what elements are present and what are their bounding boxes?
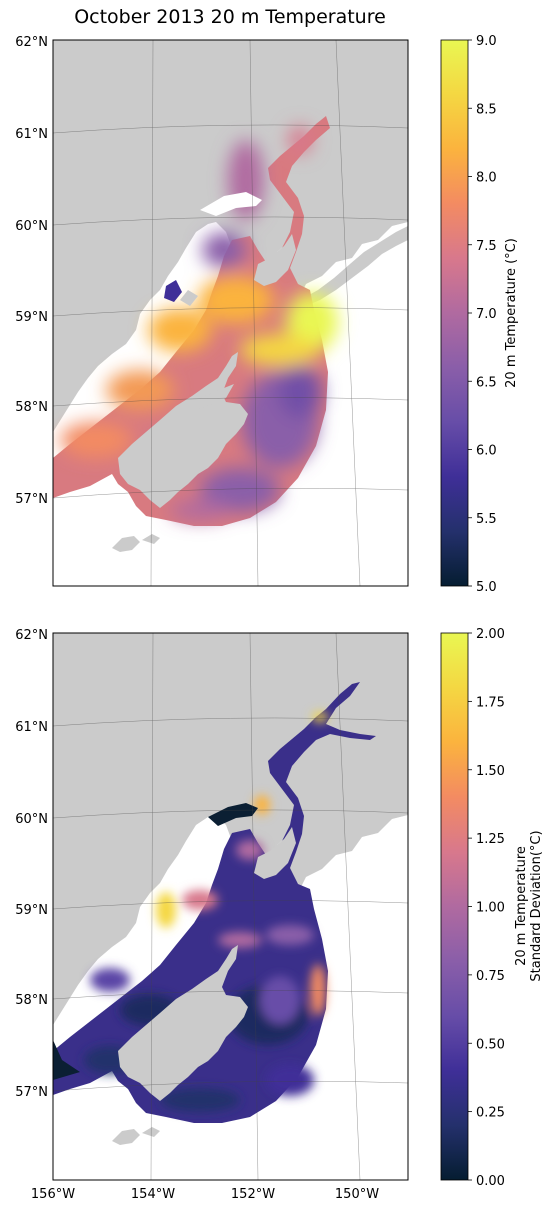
- colorbar-tick-label: 9.0: [476, 34, 497, 49]
- colorbar-tick-label: 1.00: [476, 901, 505, 916]
- x-tick-label: 154°W: [131, 1187, 175, 1202]
- y-tick-label: 60°N: [15, 812, 48, 827]
- y-tick-label: 62°N: [15, 628, 48, 643]
- y-tick-label: 58°N: [15, 993, 48, 1008]
- map-graticule: [53, 40, 408, 586]
- x-tick-label: 156°W: [31, 1187, 75, 1202]
- colorbar-std-deviation: [440, 632, 469, 1181]
- colorbar-tick-label: 6.0: [476, 444, 497, 459]
- colorbar-tick-label: 1.75: [476, 695, 505, 710]
- y-tick-label: 57°N: [15, 1085, 48, 1100]
- colorbar-tick-label: 0.25: [476, 1106, 505, 1121]
- colorbar-temperature: [440, 39, 469, 587]
- figure-title: October 2013 20 m Temperature: [74, 6, 386, 28]
- colorbar-tick-label: 8.0: [476, 171, 497, 186]
- y-tick-label: 59°N: [15, 310, 48, 325]
- y-tick-label: 59°N: [15, 903, 48, 918]
- map-frame: [52, 632, 409, 1181]
- map-frame: [52, 39, 409, 587]
- std-deviation-field: [53, 682, 376, 1123]
- colorbar-tick-label: 0.00: [476, 1174, 505, 1189]
- colorbar-label-temperature: 20 m Temperature (°C): [504, 238, 519, 388]
- colorbar-tick-labels: 5.0 5.5 6.0 6.5 7.0 7.5 8.0 8.5 9.0 0.00 0.25 0.50 0…: [468, 34, 505, 1189]
- temperature-map-panel: [52, 39, 409, 587]
- y-tick-label: 61°N: [15, 720, 48, 735]
- chirikof-islands: [112, 1127, 160, 1145]
- temperature-field: [53, 116, 338, 526]
- colorbar-tick-label: 7.5: [476, 239, 497, 254]
- colorbar-tick-label: 8.5: [476, 102, 497, 117]
- kenai-coast: [300, 226, 408, 306]
- colorbar-tick-label: 7.0: [476, 307, 497, 322]
- map-graticule: [53, 633, 408, 1180]
- colorbar-tick-label: 1.50: [476, 764, 505, 779]
- x-tick-label: 152°W: [231, 1187, 275, 1202]
- colorbar-tick-label: 5.0: [476, 580, 497, 595]
- colorbar-tick-label: 5.5: [476, 512, 497, 527]
- chirikof-islands: [112, 534, 160, 552]
- y-tick-label: 60°N: [15, 219, 48, 234]
- y-tick-label: 57°N: [15, 492, 48, 507]
- axis-tick-labels: 57°N 58°N 59°N 60°N 61°N 62°N 57°N 58°N 59°N 60°N…: [15, 35, 379, 1202]
- colorbar-tick-label: 0.50: [476, 1037, 505, 1052]
- colorbar-tick-label: 2.00: [476, 627, 505, 642]
- colorbar-label-std-line1: 20 m Temperature: [514, 846, 529, 966]
- colorbar-tick-label: 1.25: [476, 832, 505, 847]
- colorbar-tick-label: 6.5: [476, 375, 497, 390]
- colorbar-label-std-line2: Standard Deviation(°C): [529, 830, 544, 981]
- std-deviation-map-panel: [52, 632, 409, 1181]
- x-tick-label: 150°W: [335, 1187, 379, 1202]
- colorbar-tick-label: 0.75: [476, 969, 505, 984]
- y-tick-label: 62°N: [15, 35, 48, 50]
- y-tick-label: 58°N: [15, 400, 48, 415]
- y-tick-label: 61°N: [15, 127, 48, 142]
